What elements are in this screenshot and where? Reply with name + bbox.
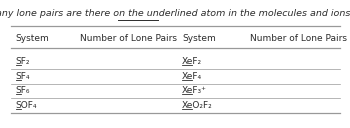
Text: How many lone pairs are there on the underlined atom in the molecules and ions b: How many lone pairs are there on the und… <box>0 9 350 18</box>
Text: SF₂: SF₂ <box>16 57 30 66</box>
Text: Number of Lone Pairs: Number of Lone Pairs <box>80 34 177 43</box>
Text: XeF₂: XeF₂ <box>182 57 202 66</box>
Text: XeF₃⁺: XeF₃⁺ <box>182 86 207 95</box>
Text: Number of Lone Pairs: Number of Lone Pairs <box>250 34 347 43</box>
Text: SOF₄: SOF₄ <box>16 101 37 110</box>
Text: System: System <box>182 34 216 43</box>
Text: SF₆: SF₆ <box>16 86 30 95</box>
Text: System: System <box>16 34 49 43</box>
Text: XeF₄: XeF₄ <box>182 72 202 81</box>
Text: XeO₂F₂: XeO₂F₂ <box>182 101 213 110</box>
Text: SF₄: SF₄ <box>16 72 30 81</box>
